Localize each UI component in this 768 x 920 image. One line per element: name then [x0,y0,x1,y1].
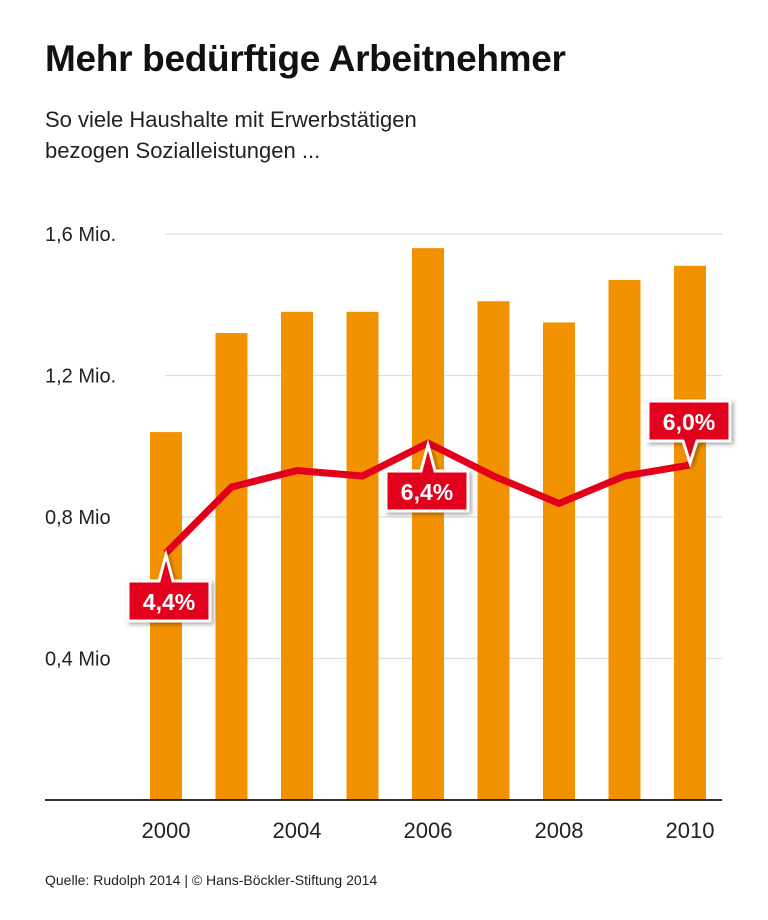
bar [346,311,379,800]
x-tick-label: 2004 [273,818,322,843]
y-tick-label: 1,6 Mio. [45,224,116,246]
callout-label: 4,4% [143,589,195,615]
bar [543,322,575,800]
bar [477,301,510,800]
bar [281,311,313,800]
x-tick-label: 2010 [666,818,715,843]
value-callout: 6,0% [646,399,732,468]
y-tick-label: 0,8 Mio [45,507,111,529]
value-callout: 6,4% [384,439,470,513]
callout-label: 6,0% [663,409,715,435]
x-tick-label: 2000 [142,818,191,843]
callout-label: 6,4% [401,479,453,505]
callout-box [126,549,212,623]
y-tick-label: 1,2 Mio. [45,366,116,388]
bar [215,333,248,800]
x-tick-label: 2008 [535,818,584,843]
subtitle-line-1: So viele Haushalte mit Erwerbstätigen [45,107,417,132]
bar [608,279,641,800]
y-tick-label: 0,4 Mio [45,649,111,671]
chart-subtitle: So viele Haushalte mit Erwerbstätigen be… [45,104,417,166]
chart-title: Mehr bedürftige Arbeitnehmer [45,38,566,79]
x-tick-label: 2006 [404,818,453,843]
value-callout: 4,4% [126,549,212,623]
bar [412,248,444,800]
source-note: Quelle: Rudolph 2014 | © Hans-Böckler-St… [45,872,378,888]
callout-box [384,439,470,513]
subtitle-line-2: bezogen Sozialleistungen ... [45,138,321,163]
bar [674,265,706,800]
callout-box [646,399,732,468]
